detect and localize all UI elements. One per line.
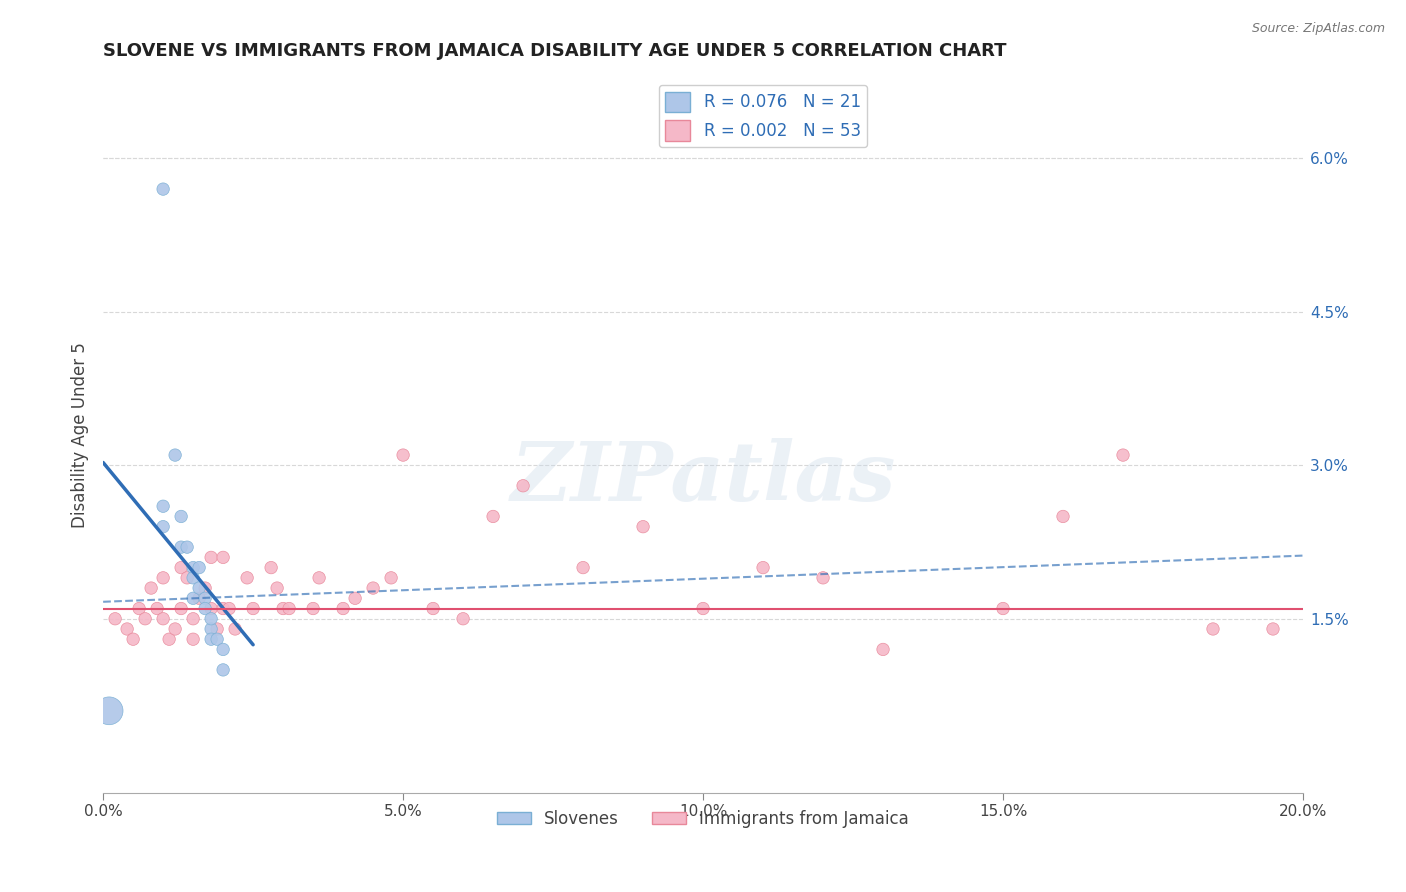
Y-axis label: Disability Age Under 5: Disability Age Under 5 [72,342,89,527]
Point [200,632,222,647]
Point [266,581,288,595]
Point [194,591,217,606]
Point [392,448,415,462]
Point [200,550,222,565]
Point [98,704,121,718]
Point [302,601,325,615]
Point [344,591,367,606]
Point [872,642,894,657]
Point [200,622,222,636]
Point [146,601,169,615]
Point [380,571,402,585]
Point [165,448,187,462]
Point [170,601,193,615]
Point [1112,448,1135,462]
Point [170,540,193,554]
Point [205,622,228,636]
Point [200,612,222,626]
Point [181,591,204,606]
Text: Source: ZipAtlas.com: Source: ZipAtlas.com [1251,22,1385,36]
Point [308,571,330,585]
Text: ZIPatlas: ZIPatlas [510,438,896,517]
Point [134,612,156,626]
Point [572,560,595,574]
Point [212,601,235,615]
Point [176,571,198,585]
Point [1052,509,1074,524]
Point [139,581,162,595]
Point [170,509,193,524]
Point [188,581,211,595]
Point [181,612,204,626]
Point [1261,622,1284,636]
Point [128,601,150,615]
Point [212,642,235,657]
Point [176,540,198,554]
Point [115,622,138,636]
Point [157,632,180,647]
Point [236,571,259,585]
Point [212,663,235,677]
Point [692,601,714,615]
Point [152,612,174,626]
Point [271,601,294,615]
Point [152,500,174,514]
Point [165,622,187,636]
Point [512,479,534,493]
Point [218,601,240,615]
Point [194,581,217,595]
Point [188,591,211,606]
Point [122,632,145,647]
Point [181,571,204,585]
Point [482,509,505,524]
Point [181,632,204,647]
Point [1202,622,1225,636]
Legend: Slovenes, Immigrants from Jamaica: Slovenes, Immigrants from Jamaica [491,803,915,834]
Point [212,550,235,565]
Point [170,560,193,574]
Point [451,612,474,626]
Point [422,601,444,615]
Point [188,560,211,574]
Point [181,560,204,574]
Point [152,182,174,196]
Point [991,601,1014,615]
Point [200,601,222,615]
Point [224,622,246,636]
Point [278,601,301,615]
Point [332,601,354,615]
Point [631,519,654,533]
Point [242,601,264,615]
Point [260,560,283,574]
Point [104,612,127,626]
Point [152,571,174,585]
Point [194,601,217,615]
Point [205,632,228,647]
Point [152,519,174,533]
Text: SLOVENE VS IMMIGRANTS FROM JAMAICA DISABILITY AGE UNDER 5 CORRELATION CHART: SLOVENE VS IMMIGRANTS FROM JAMAICA DISAB… [103,42,1007,60]
Point [752,560,775,574]
Point [811,571,834,585]
Point [361,581,384,595]
